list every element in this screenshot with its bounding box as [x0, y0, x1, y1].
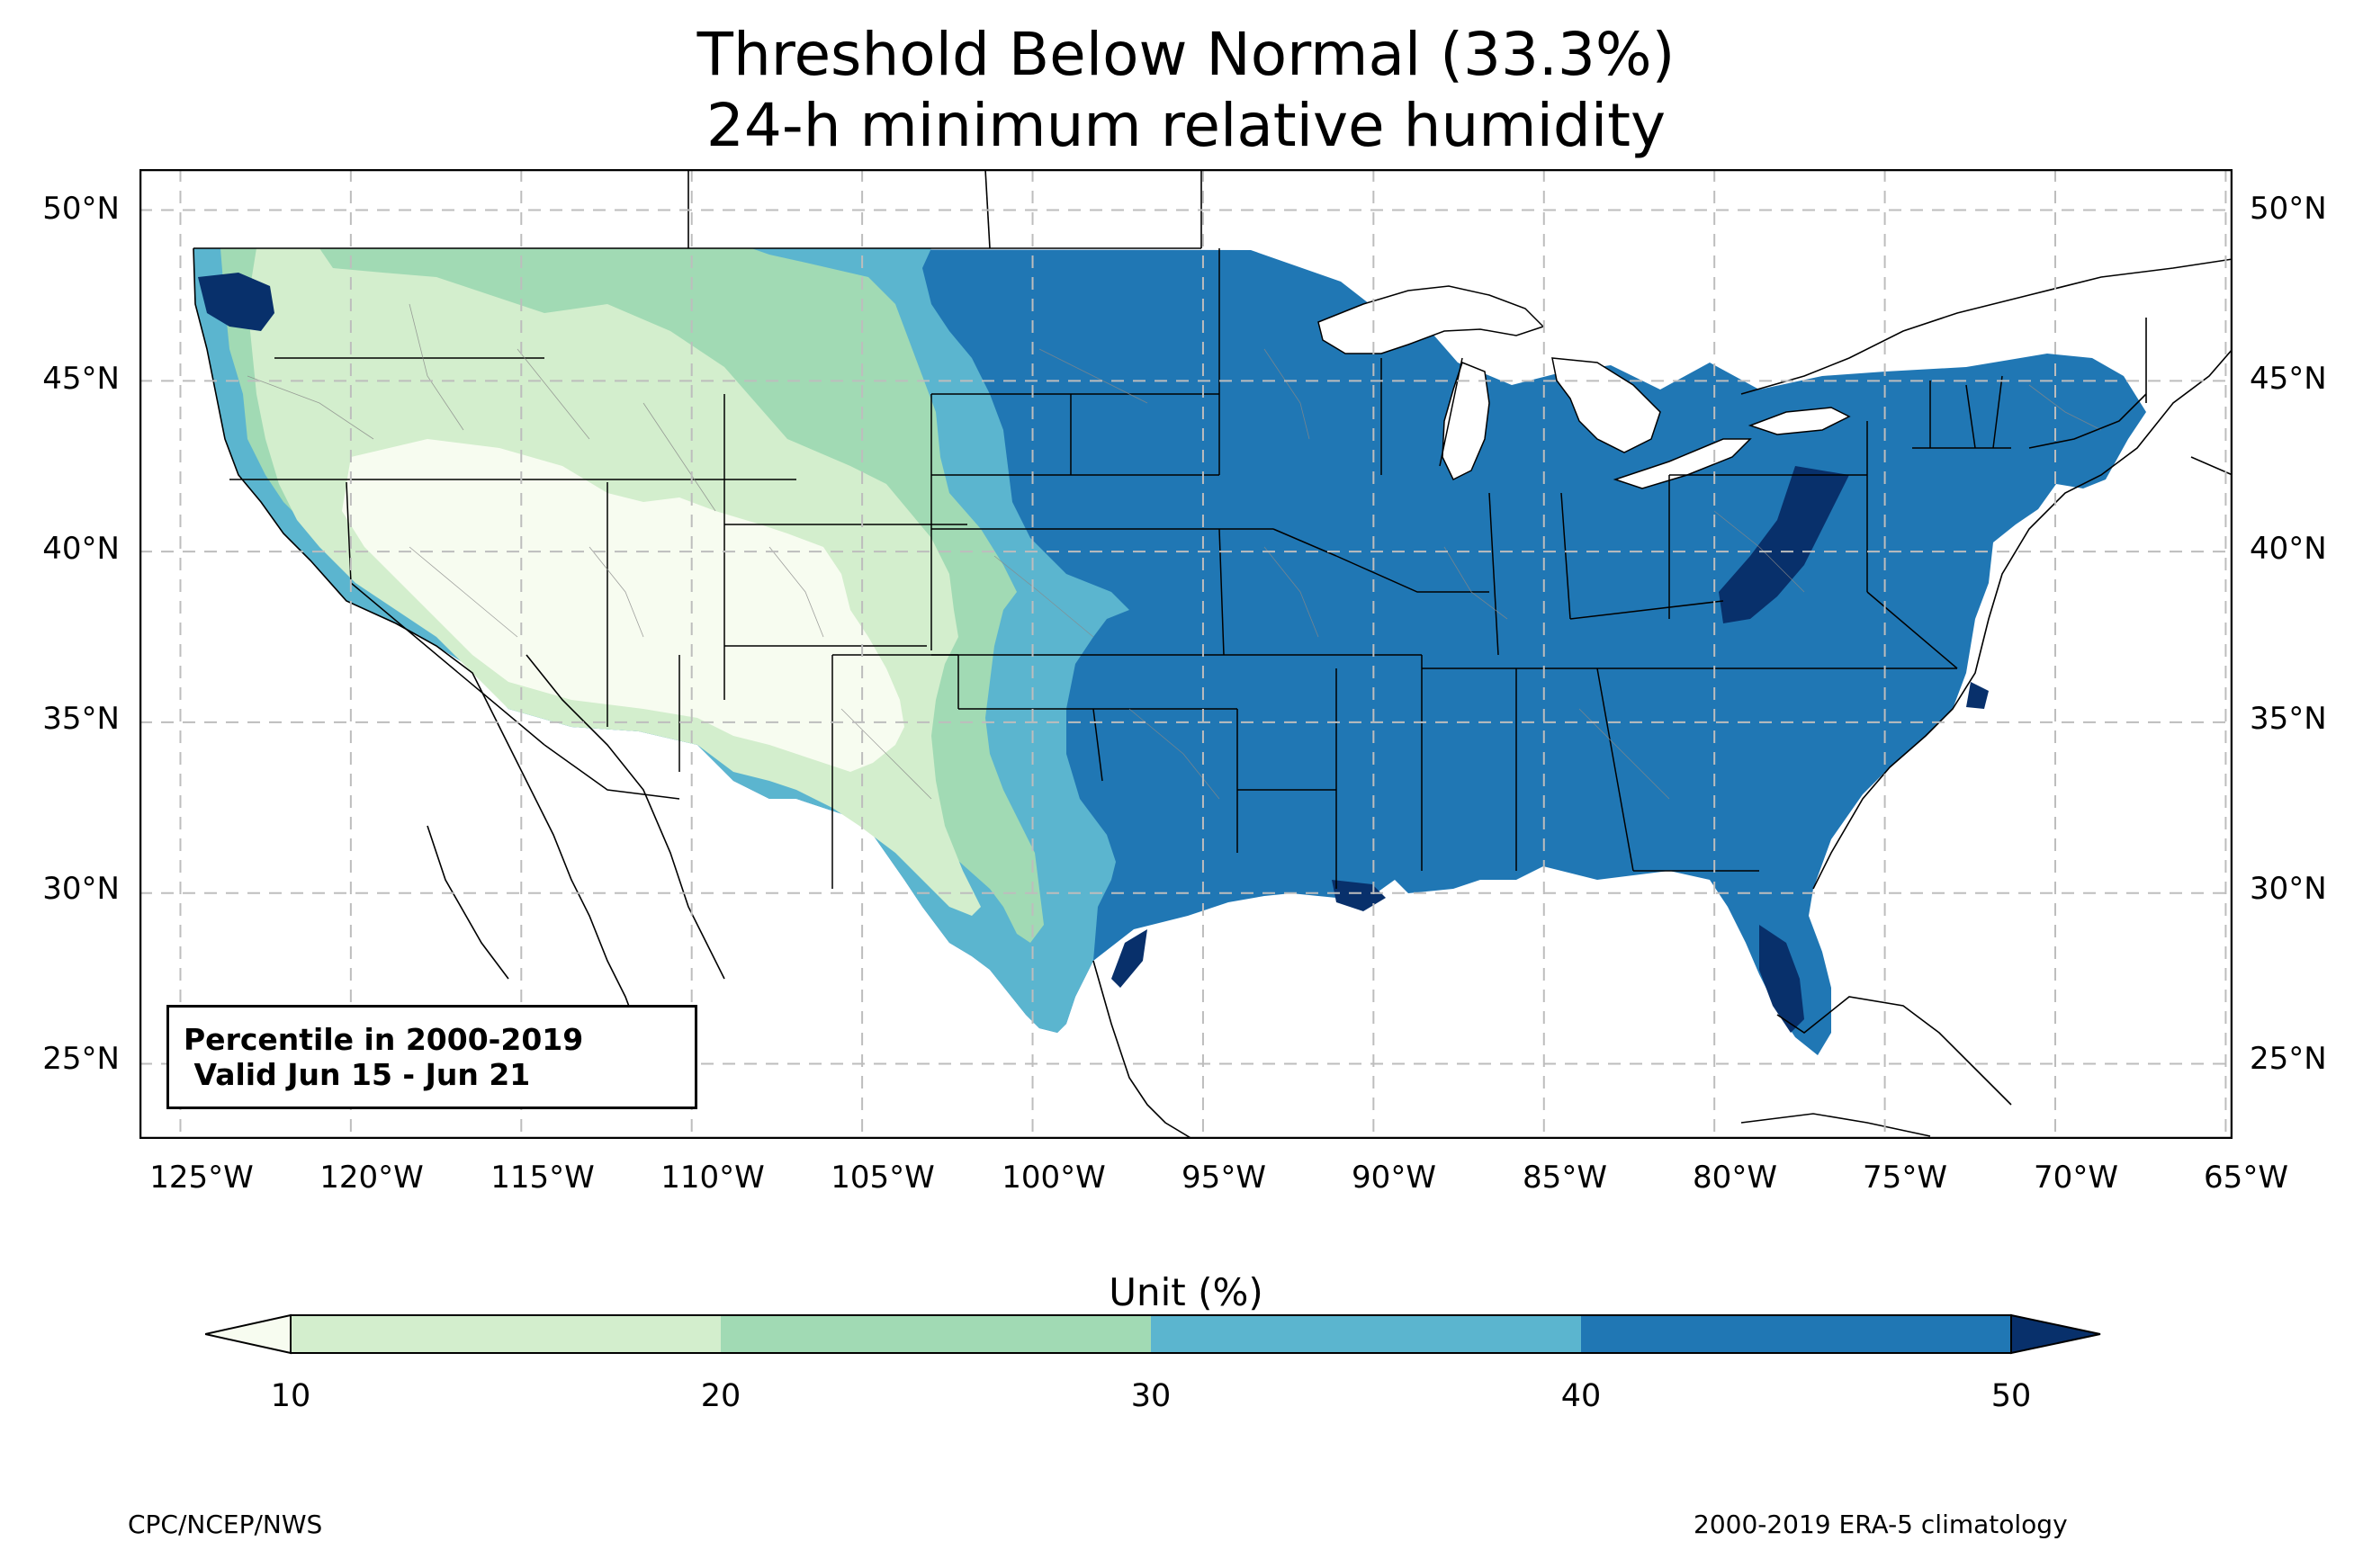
- lat-label-left-25: 25°N: [42, 1041, 120, 1077]
- map-title-line2: 24-h minimum relative humidity: [705, 91, 1667, 160]
- lat-label-left-35: 35°N: [42, 701, 120, 737]
- colorbar-segment-40-50: [1581, 1315, 2011, 1353]
- colorbar: [205, 1313, 2101, 1355]
- lake-michigan: [1442, 362, 1490, 481]
- colorbar-tick-40: 40: [1560, 1378, 1602, 1414]
- lat-label-left-45: 45°N: [42, 361, 120, 397]
- colorbar-segment-30-40: [1151, 1315, 1581, 1353]
- colorbar-tick-10: 10: [270, 1378, 311, 1414]
- lat-label-right-45: 45°N: [2250, 361, 2327, 397]
- region-above-50-florida: [1759, 925, 1804, 1033]
- lon-label-125w: 125°W: [149, 1160, 254, 1196]
- lon-label-95w: 95°W: [1182, 1160, 1266, 1196]
- region-above-50-texas: [1111, 929, 1147, 988]
- region-above-50-washington: [198, 273, 274, 331]
- lon-label-100w: 100°W: [1002, 1160, 1106, 1196]
- lon-label-105w: 105°W: [831, 1160, 935, 1196]
- coastlines: [193, 247, 2233, 1139]
- colorbar-tick-30: 30: [1130, 1378, 1172, 1414]
- lat-label-left-30: 30°N: [42, 871, 120, 907]
- region-above-50-appalachia: [1719, 466, 1849, 623]
- info-box-period: Percentile in 2000-2019: [184, 1022, 584, 1057]
- colorbar-extend-max: [2010, 1313, 2101, 1355]
- lon-label-110w: 110°W: [660, 1160, 765, 1196]
- lake-ontario: [1748, 407, 1851, 435]
- lat-label-right-50: 50°N: [2250, 191, 2327, 227]
- lat-label-right-25: 25°N: [2250, 1041, 2327, 1077]
- map-title-line1: Threshold Below Normal (33.3%): [696, 20, 1676, 89]
- colorbar-tick-50: 50: [1990, 1378, 2032, 1414]
- region-below-10: [342, 439, 904, 772]
- lon-label-70w: 70°W: [2034, 1160, 2118, 1196]
- lat-label-right-35: 35°N: [2250, 701, 2327, 737]
- lat-label-left-40: 40°N: [42, 531, 120, 567]
- lon-label-80w: 80°W: [1693, 1160, 1777, 1196]
- info-box-valid-dates: Valid Jun 15 - Jun 21: [184, 1057, 531, 1092]
- county-lines: [247, 303, 2102, 800]
- colorbar-title: Unit (%): [1109, 1270, 1263, 1314]
- lake-huron: [1551, 357, 1661, 453]
- colorbar-tick-20: 20: [700, 1378, 741, 1414]
- lat-label-left-50: 50°N: [42, 191, 120, 227]
- lake-erie: [1613, 438, 1752, 489]
- lat-label-right-40: 40°N: [2250, 531, 2327, 567]
- colorbar-extend-min: [205, 1313, 292, 1355]
- state-boundaries: [193, 247, 2011, 889]
- region-above-50-nc: [1966, 682, 1989, 709]
- humidity-map: [139, 169, 2233, 1139]
- footer-credit: CPC/NCEP/NWS: [128, 1510, 323, 1539]
- lon-label-85w: 85°W: [1523, 1160, 1607, 1196]
- colorbar-segment-10-20: [291, 1315, 721, 1353]
- footer-source: 2000-2019 ERA-5 climatology: [1694, 1510, 2068, 1539]
- region-above-50-louisiana: [1332, 880, 1386, 911]
- info-box: Percentile in 2000-2019 Valid Jun 15 - J…: [166, 1005, 697, 1109]
- map-frame: [139, 169, 2233, 1139]
- lon-label-115w: 115°W: [490, 1160, 595, 1196]
- lon-label-65w: 65°W: [2204, 1160, 2288, 1196]
- lon-label-75w: 75°W: [1863, 1160, 1947, 1196]
- colorbar-segment-20-30: [721, 1315, 1151, 1353]
- lon-label-120w: 120°W: [319, 1160, 424, 1196]
- lon-label-90w: 90°W: [1352, 1160, 1436, 1196]
- colorbar-outline: [290, 1314, 2012, 1354]
- lat-label-right-30: 30°N: [2250, 871, 2327, 907]
- international-border: [687, 169, 2147, 449]
- lake-superior: [1317, 285, 1545, 354]
